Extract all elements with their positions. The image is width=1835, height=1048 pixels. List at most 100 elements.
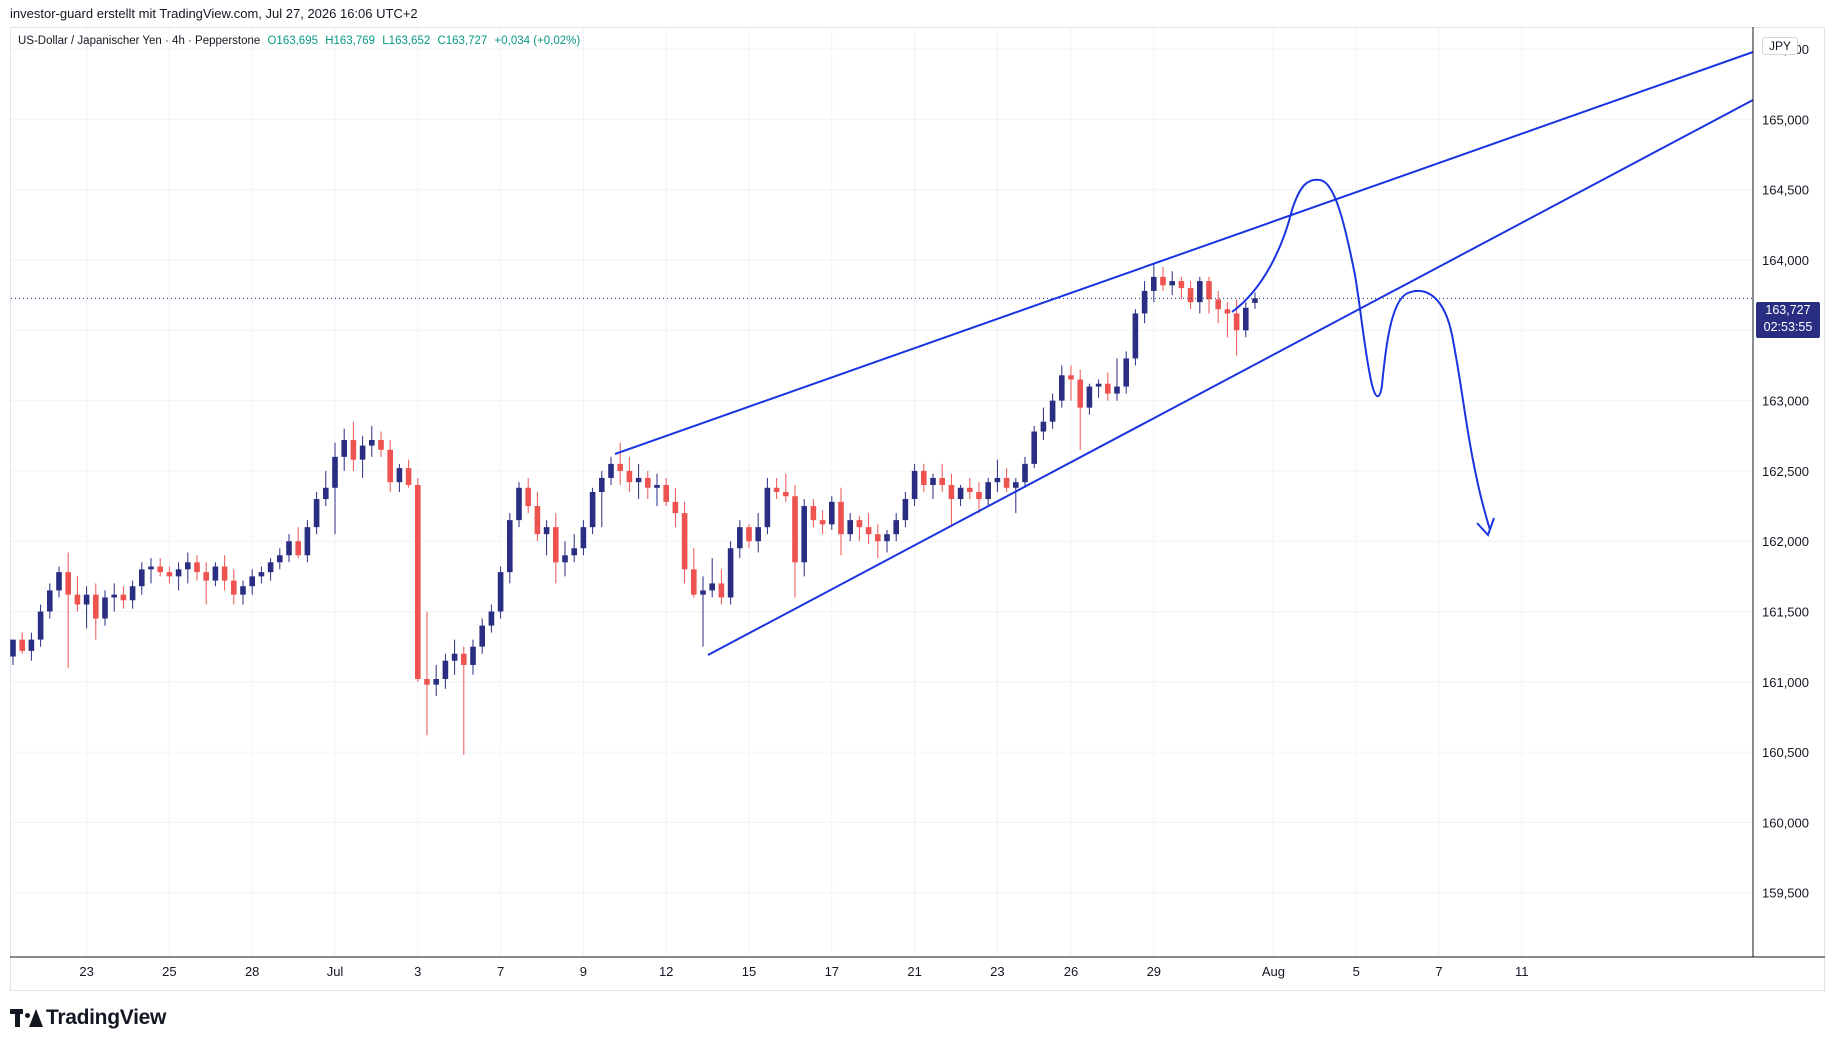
candle-body <box>608 463 614 478</box>
price-tick-label: 161,500 <box>1762 605 1809 620</box>
candle-body <box>672 501 679 514</box>
candle-body <box>74 594 81 605</box>
candle-body <box>645 477 651 488</box>
candle-body <box>516 487 522 521</box>
time-tick-label: Aug <box>1262 964 1285 979</box>
candle-body <box>838 501 844 535</box>
time-tick-label: 26 <box>1064 964 1078 979</box>
candle-body <box>1233 313 1240 331</box>
price-tick-label: 159,500 <box>1762 886 1809 901</box>
candle-body <box>1169 281 1175 286</box>
candle-body <box>1178 281 1185 289</box>
change-value: +0,034 (+0,02%) <box>494 35 581 47</box>
candle-body <box>120 594 127 601</box>
candle-body <box>1224 309 1231 314</box>
tradingview-logo-icon <box>10 1009 43 1027</box>
candle-body <box>65 572 71 595</box>
candle-body <box>626 470 633 483</box>
candle-body <box>295 541 301 556</box>
candle-body <box>792 496 798 563</box>
candle-body <box>1132 313 1139 359</box>
price-tick-label: 162,500 <box>1762 464 1809 479</box>
last-price-tag: 163,727 02:53:55 <box>1756 302 1820 338</box>
candle-body <box>810 506 817 521</box>
upper-channel-line[interactable] <box>614 51 1754 455</box>
candle-body <box>1095 383 1102 387</box>
candle-body <box>1215 299 1221 310</box>
candle-body <box>350 439 357 460</box>
candle-body <box>957 487 964 500</box>
price-tick-label: 161,000 <box>1762 675 1809 690</box>
candle-body <box>847 520 853 535</box>
chart-frame[interactable] <box>10 27 1825 991</box>
tradingview-logo[interactable]: TradingView <box>10 1006 166 1030</box>
lower-channel-line[interactable] <box>707 99 1754 656</box>
time-tick-label: 9 <box>580 964 587 979</box>
candle-body <box>985 482 991 500</box>
candle-body <box>865 527 872 535</box>
candle-body <box>10 639 16 657</box>
time-tick-label: 7 <box>497 964 504 979</box>
time-tick-label: 15 <box>742 964 756 979</box>
close-value: C163,727 <box>437 35 488 47</box>
candle-body <box>746 527 752 542</box>
candle-body <box>534 506 541 535</box>
time-tick-label: 17 <box>825 964 839 979</box>
price-tick-label: 165,000 <box>1762 112 1809 127</box>
candle-body <box>1040 421 1047 432</box>
candle-body <box>1049 400 1056 422</box>
countdown-value: 02:53:55 <box>1763 320 1813 334</box>
symbol-name[interactable]: US-Dollar / Japanischer Yen · 4h · Peppe… <box>18 35 261 47</box>
candle-body <box>1197 281 1203 303</box>
candle-body <box>341 439 347 457</box>
price-tick-label: 164,500 <box>1762 183 1809 198</box>
candle-body <box>249 576 255 587</box>
candle-body <box>884 534 890 542</box>
candle-body <box>663 484 669 502</box>
time-axis: 23 25 28 Jul 3 7 9 12 15 17 21 23 26 29 Aug 5 7 11 <box>79 964 1528 979</box>
candle-body <box>1243 307 1249 331</box>
price-tick-label: 160,500 <box>1762 745 1809 760</box>
candle-body <box>479 625 485 647</box>
candle-body <box>424 679 430 685</box>
candle-body <box>102 597 108 619</box>
candle-body <box>1141 290 1148 314</box>
candle-body <box>1068 375 1074 380</box>
attribution-text: investor-guard erstellt mit TradingView.… <box>10 6 418 21</box>
projection-curve[interactable] <box>1231 178 1491 531</box>
time-tick-label: 29 <box>1147 964 1161 979</box>
candle-body <box>286 541 292 556</box>
candle-body <box>562 555 568 563</box>
candle-body <box>930 477 936 485</box>
price-axis: 159,500 160,000 160,500 161,000 161,500 162,0… <box>1762 42 1809 901</box>
candle-body <box>56 572 62 591</box>
candle-body <box>976 492 982 500</box>
candle-body <box>387 449 393 483</box>
candle-body <box>497 572 504 612</box>
candle-body <box>166 572 173 577</box>
candle-body <box>691 569 697 595</box>
currency-label[interactable]: JPY <box>1762 37 1799 55</box>
candle-body <box>304 527 311 556</box>
time-tick-label: 21 <box>907 964 921 979</box>
candle-body <box>1187 288 1194 303</box>
candle-body <box>1151 276 1157 291</box>
candle-body <box>359 445 366 460</box>
candle-body <box>221 566 228 581</box>
candle-body <box>175 569 182 577</box>
price-tick-label: 164,000 <box>1762 253 1809 268</box>
candle-body <box>451 653 458 661</box>
candle-body <box>967 487 973 492</box>
candle-body <box>1022 463 1028 483</box>
candle-body <box>194 562 200 573</box>
candle-body <box>37 611 44 640</box>
candle-body <box>1013 482 1019 488</box>
candle-body <box>681 513 688 570</box>
candle-body <box>258 572 265 577</box>
candle-body <box>1031 431 1037 464</box>
candle-body <box>488 611 495 626</box>
candle-body <box>856 520 863 528</box>
user-drawings <box>614 51 1754 656</box>
candle-body <box>829 501 835 525</box>
